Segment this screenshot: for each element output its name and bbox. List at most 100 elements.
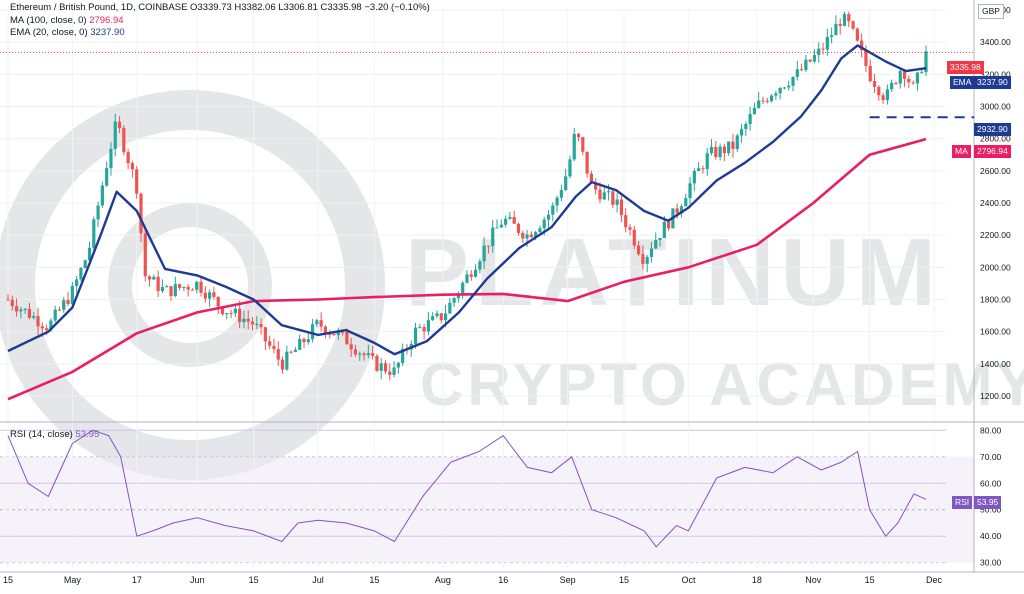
candle-body [160,287,165,291]
candle-body [598,189,602,200]
candle-body [263,327,267,342]
x-tick-label: May [64,575,82,585]
chart-header-ema: EMA (20, close, 0) 3237.90 [10,27,125,38]
candle-body [632,229,636,246]
candle-body [748,114,752,125]
candle-body [491,227,495,247]
candle-body [208,292,212,299]
candle-body [225,313,229,315]
ema-price-label: 3237.90 [974,76,1011,89]
candle-body [516,223,521,233]
x-tick-label: Aug [435,575,451,585]
candle-body [276,349,280,360]
candle-body [285,351,289,370]
candle-body [851,21,855,29]
candle-body [186,286,190,290]
candle-body [662,221,666,239]
candle-body [679,206,684,214]
candle-body [426,320,430,332]
candle-body [774,93,778,96]
x-tick-label: Jul [312,575,324,585]
rsi-header: RSI (14, close) 53.95 [10,429,99,440]
candle-body [452,298,456,303]
candle-body [654,239,658,249]
candle-body [769,95,774,102]
rsi-tick-label: 70.00 [980,452,1002,462]
price-tick-label: 1800.00 [980,295,1011,305]
candle-body [117,121,122,129]
candle-body [757,100,761,108]
candle-body [924,51,928,73]
candle-body [319,320,323,327]
ema-20-line [7,44,927,356]
ohlc-readout: O3339.73 H3382.06 L3306.81 C3335.98 −3.2… [190,2,430,13]
candle-body [842,14,847,26]
rsi-tick-label: 80.00 [980,425,1002,435]
candle-body [782,87,787,89]
candle-body [838,23,842,26]
price-tick-label: 2400.00 [980,198,1011,208]
candle-body [872,81,877,87]
candle-body [881,95,885,101]
candle-body [14,306,19,312]
price-tick-label: 2800.00 [980,134,1011,144]
candle-body [349,344,353,350]
candle-body [649,248,654,257]
candle-body [525,234,529,239]
candle-body [499,224,503,228]
candle-body [289,351,293,353]
candle-body [864,50,868,66]
candle-body [383,363,388,372]
candle-body [684,198,688,207]
candle-body [791,76,795,86]
candle-body [431,316,435,321]
candle-body [636,245,641,255]
currency-badge: GBP [978,4,1004,19]
candle-body [332,333,336,336]
x-tick-label: 17 [132,575,142,585]
candle-body [388,371,392,375]
candle-body [546,214,551,220]
candle-body [298,338,302,350]
x-tick-label: 15 [369,575,379,585]
candle-body [396,362,400,368]
candle-body [877,86,881,96]
candle-body [521,232,525,239]
candle-body [825,36,829,50]
candle-body [220,306,225,315]
price-tick-label: 1200.00 [980,391,1011,401]
candle-body [353,349,358,355]
candle-body [418,327,422,329]
candle-body [812,55,817,62]
candle-body [345,331,349,345]
candle-body [280,359,285,370]
price-tick-label: 1600.00 [980,327,1011,337]
candle-body [83,260,87,269]
rsi-tick-label: 50.00 [980,505,1002,515]
candle-body [336,331,340,336]
candles [6,11,928,381]
candle-body [379,363,383,371]
candle-body [641,254,645,264]
candle-body [478,261,482,270]
candle-body [10,299,14,307]
candle-body [328,333,332,335]
ma-price-label: 2796.94 [974,145,1011,158]
candle-body [152,276,156,280]
candle-body [448,302,452,314]
candle-body [722,146,726,154]
x-tick-label: Jun [190,575,205,585]
candle-body [126,152,130,164]
candle-body [156,276,160,291]
candle-body [96,205,100,220]
x-tick-label: 15 [619,575,629,585]
candle-body [135,169,139,194]
watermark-line2: CRYPTO ACADEMY [420,351,1024,418]
candle-body [268,341,272,346]
candle-body [564,176,568,191]
candle-body [315,320,319,325]
candle-body [675,208,679,214]
candle-body [534,232,538,238]
x-tick-label: 16 [498,575,508,585]
candle-body [199,281,203,293]
